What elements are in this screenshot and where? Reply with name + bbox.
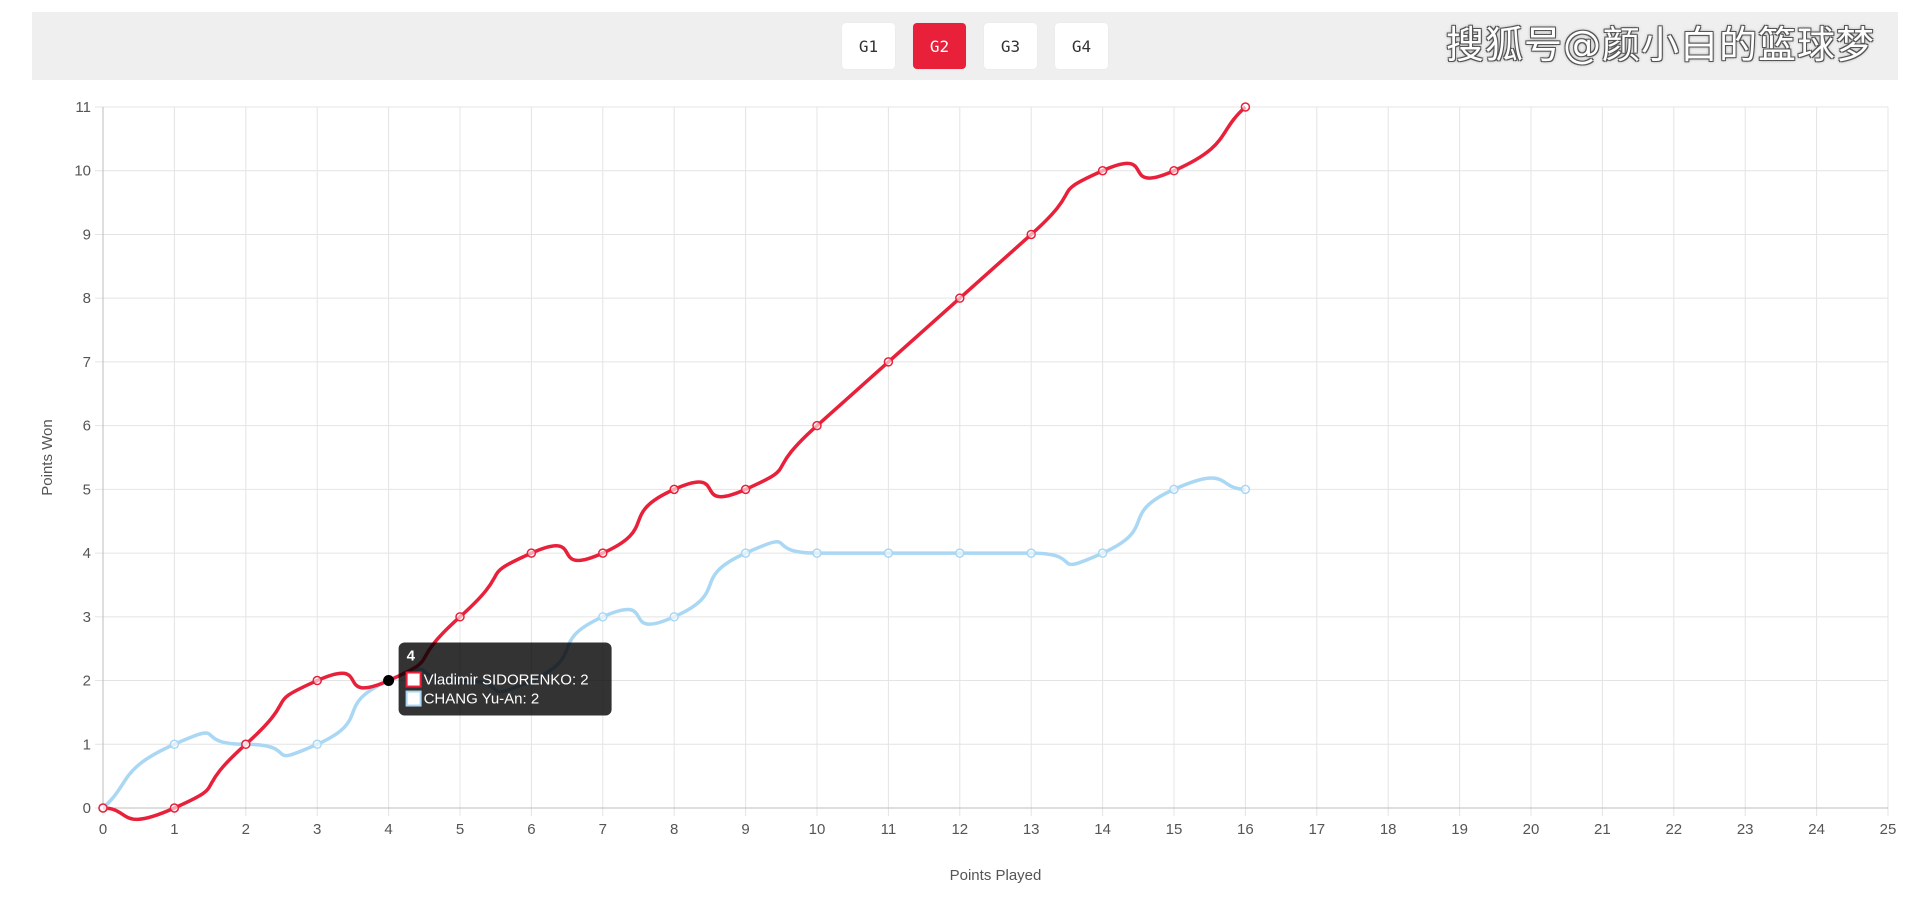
data-point[interactable] — [812, 548, 822, 558]
x-tick-label: 6 — [527, 821, 535, 838]
x-tick-label: 11 — [881, 821, 897, 838]
y-tick-label: 8 — [83, 290, 91, 307]
tick-labels: 0 1 2 3 4 5 6 7 8 9 10 11 12 13 14 15 16 17 18 19 20 21 22 23 24… — [74, 99, 1896, 838]
x-tick-label: 8 — [670, 821, 678, 838]
x-tick-label: 19 — [1451, 821, 1468, 838]
data-point[interactable] — [1026, 229, 1036, 240]
x-tick-label: 25 — [1880, 821, 1897, 838]
data-point[interactable] — [740, 484, 751, 495]
x-tick-label: 5 — [456, 821, 464, 838]
data-point[interactable] — [169, 803, 180, 813]
data-point[interactable] — [1026, 548, 1036, 558]
tooltip-box — [398, 642, 612, 716]
x-tick-label: 22 — [1665, 821, 1682, 838]
data-point[interactable] — [312, 675, 322, 686]
data-point[interactable] — [955, 293, 965, 303]
grid-lines — [95, 106, 1889, 816]
axes — [102, 107, 1888, 809]
y-tick-label: 9 — [83, 226, 91, 243]
x-tick-label: 3 — [313, 821, 321, 838]
tooltip-entry: CHANG Yu-An: 2 — [424, 691, 540, 708]
tooltip-swatch — [405, 671, 422, 688]
data-point[interactable] — [883, 548, 894, 558]
data-point[interactable] — [98, 803, 108, 813]
data-point[interactable] — [598, 548, 608, 558]
y-tick-label: 5 — [83, 481, 91, 498]
x-tick-label: 0 — [99, 821, 107, 838]
y-tick-label: 3 — [83, 609, 91, 626]
x-tick-label: 16 — [1237, 821, 1254, 838]
data-points — [98, 102, 1251, 813]
y-tick-label: 0 — [83, 800, 91, 817]
x-tick-label: 15 — [1166, 821, 1183, 838]
game-tabs: G1 G2 G3 G4 — [842, 23, 1108, 69]
data-point[interactable] — [669, 612, 679, 622]
tab-g2[interactable]: G2 — [913, 23, 966, 69]
y-tick-label: 7 — [83, 354, 91, 371]
x-tick-label: 10 — [809, 821, 826, 838]
data-point[interactable] — [883, 357, 894, 367]
x-tick-label: 2 — [242, 821, 250, 838]
data-point[interactable] — [526, 548, 537, 558]
tab-g3[interactable]: G3 — [984, 23, 1037, 69]
data-point[interactable] — [1169, 484, 1179, 495]
x-tick-label: 23 — [1737, 821, 1754, 838]
data-point[interactable] — [1169, 165, 1179, 176]
data-point[interactable] — [1240, 484, 1251, 495]
tooltip: 4 Vladimir SIDORENKO: 2 CHANG Yu-An: 2 — [398, 642, 612, 716]
hover-point[interactable] — [383, 675, 395, 687]
tooltip-title: 4 — [407, 648, 416, 665]
data-point[interactable] — [241, 739, 251, 750]
data-point[interactable] — [812, 420, 822, 431]
series-line — [102, 105, 1247, 822]
data-point[interactable] — [312, 739, 322, 750]
y-tick-label: 2 — [83, 673, 91, 690]
watermark: 搜狐号@颜小白的篮球梦 — [1445, 23, 1875, 67]
x-tick-label: 12 — [951, 821, 968, 838]
y-tick-label: 6 — [83, 418, 91, 435]
tab-g1[interactable]: G1 — [842, 23, 895, 69]
data-point[interactable] — [598, 612, 608, 622]
data-point[interactable] — [740, 548, 751, 558]
x-tick-label: 24 — [1808, 821, 1825, 838]
tooltip-swatch — [405, 690, 422, 707]
x-tick-label: 14 — [1094, 821, 1111, 838]
data-point[interactable] — [1097, 548, 1108, 558]
x-tick-label: 1 — [170, 821, 178, 838]
data-point[interactable] — [955, 548, 965, 558]
y-axis-title: Points Won — [39, 419, 56, 495]
x-axis-title: Points Played — [950, 867, 1042, 884]
x-tick-label: 21 — [1594, 821, 1611, 838]
x-tick-label: 20 — [1523, 821, 1540, 838]
data-point[interactable] — [669, 484, 679, 495]
x-tick-label: 7 — [599, 821, 607, 838]
y-tick-label: 10 — [74, 163, 91, 180]
series-line — [101, 476, 1246, 810]
data-point[interactable] — [455, 612, 465, 622]
x-tick-label: 17 — [1308, 821, 1325, 838]
series-lines — [101, 105, 1247, 822]
y-tick-label: 11 — [75, 99, 91, 116]
data-point[interactable] — [1097, 165, 1108, 176]
x-tick-label: 9 — [741, 821, 749, 838]
tab-g4[interactable]: G4 — [1055, 23, 1108, 69]
x-tick-label: 4 — [384, 821, 392, 838]
x-tick-label: 13 — [1023, 821, 1040, 838]
tooltip-entry: Vladimir SIDORENKO: 2 — [424, 672, 589, 689]
data-point[interactable] — [169, 739, 180, 750]
data-point[interactable] — [1240, 102, 1251, 112]
y-tick-label: 4 — [83, 545, 91, 562]
y-tick-label: 1 — [83, 736, 91, 753]
x-tick-label: 18 — [1380, 821, 1397, 838]
